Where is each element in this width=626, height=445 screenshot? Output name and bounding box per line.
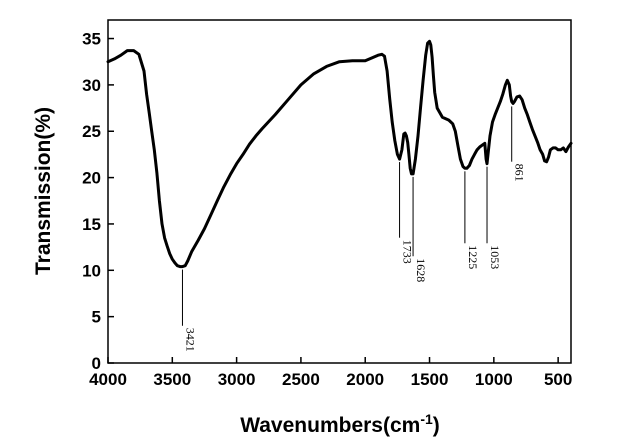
x-tick-label: 2000: [346, 370, 384, 389]
y-tick-label: 15: [82, 215, 101, 234]
peak-label: 1225: [466, 245, 480, 269]
x-axis-ticks: 4000 3500 3000 2500 2000 1500 1000 500: [89, 357, 572, 389]
x-axis-title-main: Wavenumbers(cm: [240, 414, 420, 437]
y-axis-ticks: 0 5 10 15 20 25 30 35: [82, 30, 114, 373]
peak-label: 1733: [401, 240, 415, 264]
series-line: [106, 39, 573, 269]
y-tick-label: 35: [82, 30, 101, 49]
x-axis-title-superscript: -1: [420, 411, 433, 427]
peak-label: 1628: [414, 258, 428, 282]
x-tick-label: 1000: [475, 370, 513, 389]
y-tick-label: 25: [82, 122, 101, 141]
peak-label: 3421: [183, 328, 197, 352]
plot-frame: [107, 19, 572, 364]
x-axis-title: Wavenumbers(cm-1): [240, 411, 440, 437]
x-tick-label: 2500: [282, 370, 320, 389]
x-tick-label: 3000: [218, 370, 256, 389]
peak-label: 1053: [488, 245, 502, 269]
x-axis-title-end: ): [433, 414, 440, 437]
x-tick-label: 3500: [153, 370, 191, 389]
y-tick-label: 30: [82, 76, 101, 95]
x-tick-label: 4000: [89, 370, 127, 389]
y-tick-label: 5: [92, 308, 101, 327]
peak-label: 861: [513, 164, 527, 182]
y-tick-label: 0: [92, 354, 101, 373]
y-tick-label: 10: [82, 261, 101, 280]
y-axis-title: Transmission(%): [32, 107, 55, 275]
x-tick-label: 500: [544, 370, 572, 389]
y-tick-label: 20: [82, 169, 101, 188]
x-tick-label: 1500: [411, 370, 449, 389]
